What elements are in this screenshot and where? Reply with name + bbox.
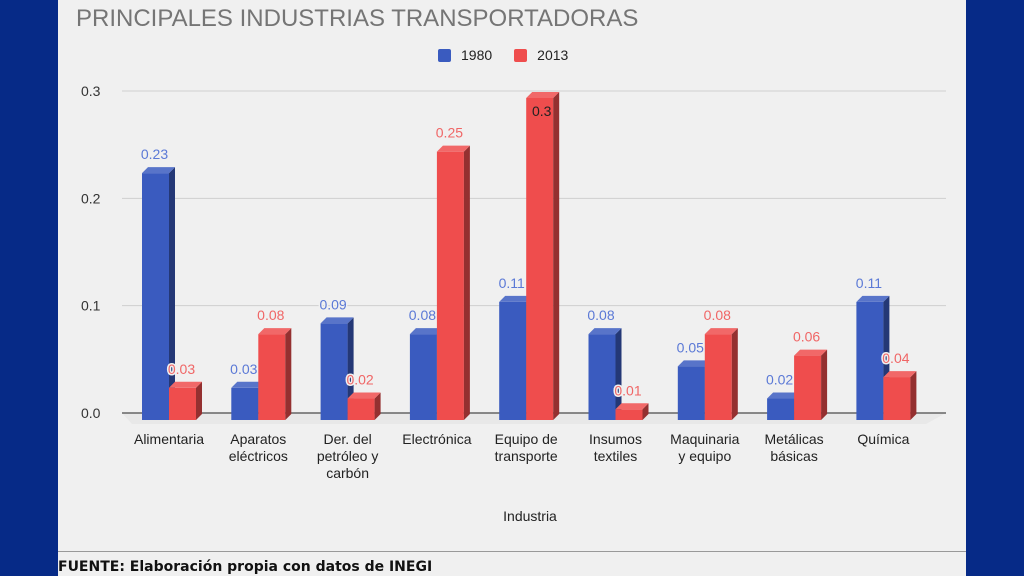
x-tick-label: transporte	[495, 448, 558, 464]
data-label-2013: 0.04	[882, 350, 909, 366]
data-label-2013: 0.08	[257, 307, 284, 323]
x-tick-label: Aparatos	[230, 431, 286, 447]
bar-2013	[704, 334, 732, 420]
legend-swatch-2013	[514, 48, 528, 62]
y-tick-label: 0.0	[81, 405, 101, 421]
data-label-1980: 0.23	[141, 146, 168, 162]
x-tick-label: y equipo	[678, 448, 731, 464]
bar-side-2013	[821, 349, 828, 420]
data-label-2013: 0.01	[614, 382, 641, 398]
bar-side-2013	[731, 328, 738, 420]
x-axis-title: Industria	[503, 508, 557, 524]
x-tick-label: textiles	[594, 448, 638, 464]
data-label-2013: 0.06	[793, 329, 820, 345]
data-label-1980: 0.03	[230, 361, 257, 377]
bar-side-2013	[463, 145, 470, 420]
bar-side-2013	[285, 328, 292, 420]
bar-side-2013	[553, 92, 560, 420]
data-label-1980: 0.11	[499, 275, 525, 291]
y-tick-label: 0.2	[81, 190, 101, 206]
bar-top-1980	[499, 295, 533, 302]
x-tick-label: eléctricos	[229, 448, 288, 464]
chart-panel	[58, 0, 966, 576]
bar-2013	[258, 334, 286, 420]
bar-1980	[499, 301, 527, 420]
bar-1980	[409, 334, 437, 420]
legend: 1980 2013	[438, 47, 590, 63]
bar-1980	[856, 301, 884, 420]
data-label-2013: 0.02	[346, 372, 373, 388]
bar-2013	[169, 387, 196, 420]
bar-2013	[347, 398, 375, 420]
y-tick-label: 0.3	[81, 83, 101, 99]
bar-1980	[142, 173, 169, 420]
y-tick-label: 0.1	[81, 298, 101, 314]
x-tick-label: Insumos	[589, 431, 642, 447]
bar-top-2013	[436, 145, 470, 152]
bar-top-2013	[258, 328, 292, 335]
bar-top-1980	[856, 295, 890, 302]
x-tick-label: Der. del	[323, 431, 371, 447]
data-label-2013: 0.3	[532, 103, 552, 119]
bar-1980	[231, 387, 259, 420]
bar-top-2013	[704, 328, 738, 335]
legend-swatch-1980	[438, 48, 451, 62]
bar-2013	[436, 151, 464, 420]
x-tick-label: carbón	[326, 465, 369, 481]
data-label-2013: 0.08	[704, 307, 731, 323]
legend-label-1980: 1980	[461, 47, 493, 63]
x-tick-label: Química	[857, 431, 909, 447]
bar-top-1980	[231, 381, 265, 388]
x-tick-label: Metálicas	[765, 431, 824, 447]
bar-2013	[794, 355, 822, 420]
data-label-1980: 0.11	[856, 275, 882, 291]
bar-side-2013	[642, 403, 649, 420]
bar-top-1980	[142, 167, 175, 174]
x-tick-label: petróleo y	[317, 448, 378, 464]
bar-top-1980	[320, 317, 354, 324]
data-label-2013: 0.03	[168, 361, 195, 377]
data-label-1980: 0.02	[766, 372, 793, 388]
data-label-1980: 0.05	[677, 339, 704, 355]
data-label-1980: 0.09	[319, 296, 346, 312]
bar-side-2013	[196, 381, 202, 420]
bar-1980	[588, 334, 616, 420]
bar-side-2013	[910, 371, 917, 420]
bar-top-2013	[526, 92, 560, 98]
bar-top-1980	[409, 328, 443, 335]
bar-top-1980	[588, 328, 622, 335]
bar-1980	[767, 398, 795, 420]
x-tick-label: Electrónica	[402, 431, 471, 447]
source-note: FUENTE: Elaboración propia con datos de …	[58, 559, 433, 575]
x-tick-label: Maquinaria	[670, 431, 739, 447]
x-tick-label: Alimentaria	[134, 431, 204, 447]
footer-divider	[58, 551, 966, 552]
legend-label-2013: 2013	[537, 47, 569, 63]
chart-title: PRINCIPALES INDUSTRIAS TRANSPORTADORAS	[76, 5, 639, 32]
bar-2013	[883, 377, 911, 420]
bar-2013	[526, 98, 554, 420]
x-tick-label: básicas	[770, 448, 817, 464]
bar-top-2013	[883, 371, 917, 378]
data-label-1980: 0.08	[409, 307, 436, 323]
bar-side-2013	[374, 392, 381, 420]
bar-top-1980	[767, 392, 801, 399]
x-tick-label: Equipo de	[495, 431, 558, 447]
bar-side-1980	[169, 167, 175, 420]
bar-1980	[677, 366, 705, 420]
bar-side-1980	[615, 328, 622, 420]
legend-item-2013[interactable]: 2013	[514, 47, 568, 63]
data-label-2013: 0.25	[436, 125, 463, 141]
legend-item-1980[interactable]: 1980	[438, 47, 492, 63]
data-label-1980: 0.08	[587, 307, 614, 323]
bar-top-1980	[677, 360, 711, 367]
bar-top-2013	[169, 381, 202, 388]
bar-top-2013	[347, 392, 381, 399]
bar-1980	[320, 323, 348, 420]
bar-top-2013	[794, 349, 828, 356]
bar-top-2013	[615, 403, 649, 410]
bar-2013	[615, 409, 643, 420]
